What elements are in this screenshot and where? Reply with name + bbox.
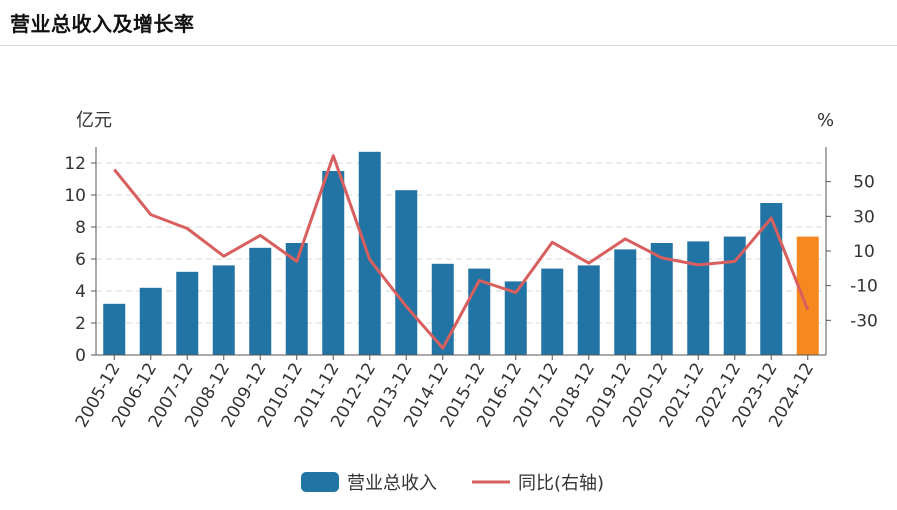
right-tick-label: 10 bbox=[853, 242, 875, 262]
left-tick-label: 4 bbox=[75, 282, 86, 302]
left-tick-label: 10 bbox=[64, 186, 86, 206]
chart-header: 营业总收入及增长率 bbox=[0, 0, 897, 46]
right-tick-label: 50 bbox=[853, 173, 875, 193]
bar-series bbox=[103, 151, 819, 355]
yoy-line bbox=[113, 154, 810, 350]
x-tick-labels: 2005-122006-122007-122008-122009-122010-… bbox=[72, 360, 818, 432]
bar-2007-12 bbox=[176, 271, 199, 355]
left-tick-label: 6 bbox=[75, 250, 86, 270]
bar-2018-12 bbox=[577, 265, 600, 355]
bar-2005-12 bbox=[103, 303, 126, 355]
left-tick-label: 2 bbox=[75, 314, 86, 334]
bar-2020-12 bbox=[650, 243, 673, 355]
right-tick-label: -10 bbox=[850, 277, 878, 297]
right-tick-label: 30 bbox=[853, 207, 875, 227]
right-axis-unit: % bbox=[817, 110, 834, 131]
axes: 0 2 4 6 8 10 12 -30 -10 10 30 50 bbox=[64, 147, 878, 366]
bar-2023-12 bbox=[760, 203, 783, 355]
bar-2008-12 bbox=[212, 265, 235, 355]
bar-2011-12 bbox=[322, 171, 345, 355]
bar-2022-12 bbox=[723, 236, 746, 355]
legend-line-label[interactable]: 同比(右轴) bbox=[518, 473, 604, 494]
line-series bbox=[113, 154, 810, 350]
bar-2016-12 bbox=[504, 281, 527, 355]
left-tick-label: 12 bbox=[64, 154, 86, 174]
legend-bar-label[interactable]: 营业总收入 bbox=[347, 473, 437, 494]
bar-2019-12 bbox=[614, 249, 637, 355]
bar-2012-12 bbox=[358, 151, 381, 355]
bar-2024-12 bbox=[796, 236, 819, 355]
left-tick-label: 8 bbox=[75, 218, 86, 238]
bar-2013-12 bbox=[395, 190, 418, 355]
left-axis-unit: 亿元 bbox=[76, 110, 112, 131]
legend-bar-swatch[interactable] bbox=[301, 472, 339, 492]
left-tick-label: 0 bbox=[75, 346, 86, 366]
chart-title: 营业总收入及增长率 bbox=[10, 12, 195, 36]
bar-2010-12 bbox=[285, 243, 308, 355]
legend[interactable]: 营业总收入 同比(右轴) bbox=[301, 472, 604, 494]
bar-2014-12 bbox=[431, 263, 454, 355]
bar-2021-12 bbox=[687, 241, 710, 355]
bar-2009-12 bbox=[249, 247, 272, 355]
bar-2017-12 bbox=[541, 268, 564, 355]
right-tick-label: -30 bbox=[850, 311, 878, 331]
bar-2006-12 bbox=[139, 287, 162, 355]
